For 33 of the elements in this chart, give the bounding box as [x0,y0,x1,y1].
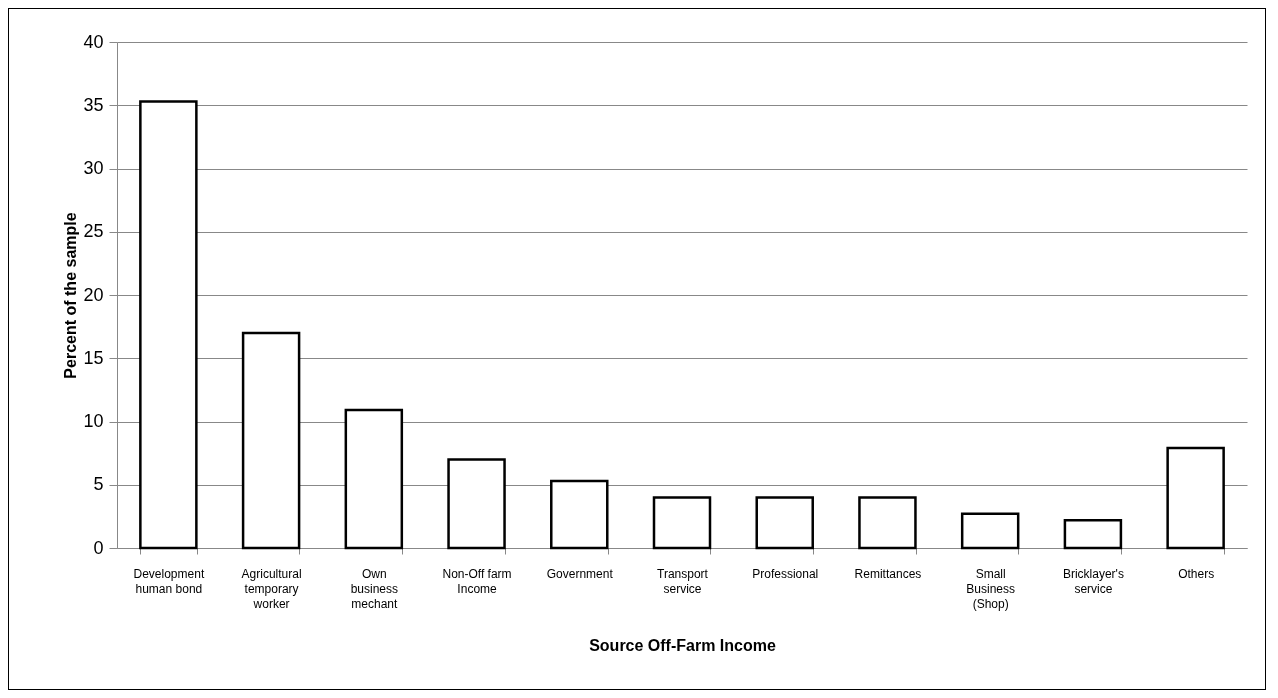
y-tick-label: 40 [83,31,104,52]
bar [139,100,198,550]
x-tick-label: Agricultural temporary worker [241,566,302,611]
x-tick-label: Government [546,566,614,581]
y-tick-label: 0 [93,537,104,558]
bar [1063,518,1123,550]
bar [652,496,712,550]
x-axis-title: Source Off-Farm Income [589,636,776,654]
bar [1166,446,1225,550]
bar [447,458,506,550]
y-tick-label: 15 [83,347,104,368]
bar [241,331,301,550]
x-tick-label: Others [1178,566,1215,581]
x-tick-label: Transport service [657,566,709,596]
bar [755,496,814,550]
x-tick-label: Development human bond [133,566,205,596]
y-tick-label: 10 [83,411,104,431]
y-tick-label: 30 [83,158,104,178]
y-tick-label: 35 [83,94,104,115]
x-tick-label: Remittances [854,566,922,581]
bar [344,408,404,550]
y-axis-title: Percent of the sample [62,212,80,379]
x-tick-label: Small Business (Shop) [966,566,1016,611]
bar [550,479,609,550]
x-tick-label: Non-Off farm Income [442,566,512,596]
y-tick-label: 20 [83,284,104,305]
bar [858,496,917,550]
x-tick-label: Professional [752,566,819,581]
y-tick-label: 5 [93,474,104,495]
x-tick-label: Bricklayer's service [1062,566,1124,596]
bar [960,512,1020,550]
y-tick-label: 25 [83,221,104,242]
x-tick-label: Own business mechant [350,566,399,611]
